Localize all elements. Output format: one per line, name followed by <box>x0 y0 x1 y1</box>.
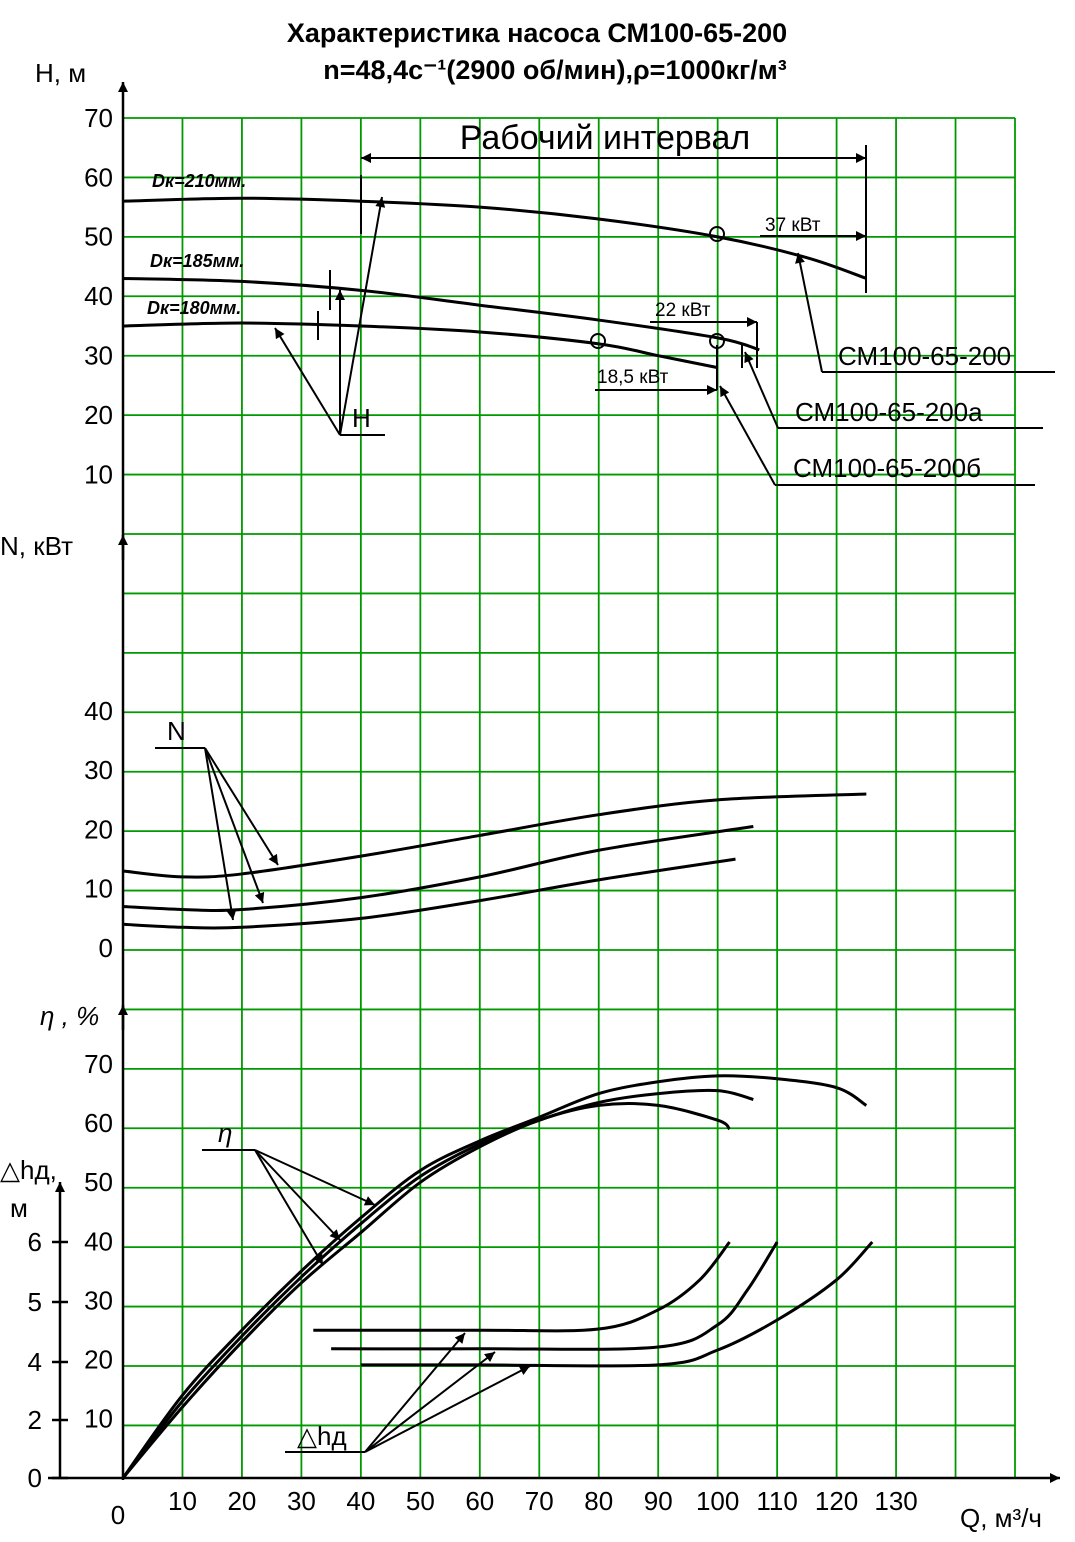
y-tick-label: 4 <box>28 1347 42 1377</box>
x-axis-label: Q, м³/ч <box>960 1503 1042 1533</box>
x-tick-label: 120 <box>815 1486 858 1516</box>
curve <box>360 1240 874 1368</box>
curve <box>122 321 718 370</box>
y-tick-label: 30 <box>84 755 113 785</box>
curve <box>122 276 760 352</box>
x-tick-label: 50 <box>406 1486 435 1516</box>
y-axis-label: N, кВт <box>0 531 73 561</box>
y-tick-label: 20 <box>84 1345 113 1375</box>
y-tick-label: 20 <box>84 814 113 844</box>
y-tick-label: 60 <box>84 162 113 192</box>
legend-label: Dк=185мм. <box>150 251 244 271</box>
curve <box>121 1102 731 1479</box>
y-tick-label: 10 <box>84 874 113 904</box>
legend-label: Dк=210мм. <box>152 171 246 191</box>
y-tick-label: 40 <box>84 281 113 311</box>
curve <box>122 196 867 280</box>
x-tick-label: 90 <box>644 1486 673 1516</box>
curve <box>122 825 754 912</box>
y-tick-label: 30 <box>84 1285 113 1315</box>
y-tick-label: 70 <box>84 1049 113 1079</box>
y-tick-label: 6 <box>28 1227 42 1257</box>
annotation: 37 кВт <box>765 215 821 236</box>
x-tick-label: 70 <box>525 1486 554 1516</box>
annotation: 22 кВт <box>655 300 711 321</box>
chart-subtitle: n=48,4с⁻¹(2900 об/мин),ρ=1000кг/м³ <box>323 55 786 85</box>
x-tick-label: 20 <box>227 1486 256 1516</box>
x-tick-label: 110 <box>756 1486 797 1516</box>
x-tick-label: 130 <box>874 1486 917 1516</box>
x-tick-label: 30 <box>287 1486 316 1516</box>
x-tick-label: 80 <box>584 1486 613 1516</box>
curve <box>121 1088 754 1479</box>
curve <box>331 1241 779 1351</box>
legend-label: Dк=180мм. <box>147 298 241 318</box>
annotation: 18,5 кВт <box>597 367 669 388</box>
y-tick-label: 40 <box>84 696 113 726</box>
x-tick-label: 0 <box>111 1500 125 1530</box>
curve <box>313 1241 731 1333</box>
curve <box>121 1074 868 1479</box>
y-tick-label: 2 <box>28 1405 42 1435</box>
curve <box>122 857 736 930</box>
annotation: N <box>167 716 186 746</box>
y-tick-label: 10 <box>84 1404 113 1434</box>
annotation-lines <box>155 145 1055 1453</box>
curve <box>122 792 867 879</box>
annotation: η <box>218 1118 232 1148</box>
y-axis-label: η , % <box>40 1001 99 1031</box>
y-tick-label: 50 <box>84 222 113 252</box>
annotation: Рабочий интервал <box>460 119 750 157</box>
y-tick-label: 0 <box>99 933 113 963</box>
y-axis-label: м <box>10 1193 28 1223</box>
y-axis-label: H, м <box>35 58 86 88</box>
y-tick-label: 50 <box>84 1167 113 1197</box>
annotation: СМ100-65-200 <box>838 341 1011 371</box>
annotation: H <box>352 403 371 433</box>
y-tick-label: 30 <box>84 341 113 371</box>
annotation: СМ100-65-200б <box>793 453 981 483</box>
y-axis-label: △hд, <box>0 1155 57 1185</box>
x-tick-label: 100 <box>696 1486 739 1516</box>
axes <box>48 82 1060 1483</box>
x-tick-label: 60 <box>465 1486 494 1516</box>
y-tick-label: 40 <box>84 1226 113 1256</box>
y-tick-label: 5 <box>28 1287 42 1317</box>
y-tick-label: 20 <box>84 400 113 430</box>
y-tick-label: 60 <box>84 1108 113 1138</box>
x-tick-label: 40 <box>346 1486 375 1516</box>
chart-title: Характеристика насоса СМ100-65-200 <box>287 18 787 48</box>
y-tick-label: 0 <box>28 1463 42 1493</box>
x-tick-label: 10 <box>168 1486 197 1516</box>
grid <box>122 117 1016 1478</box>
annotation: СМ100-65-200а <box>795 397 983 427</box>
annotation: △hд <box>297 1421 347 1451</box>
y-tick-label: 70 <box>84 103 113 133</box>
y-tick-label: 10 <box>84 459 113 489</box>
